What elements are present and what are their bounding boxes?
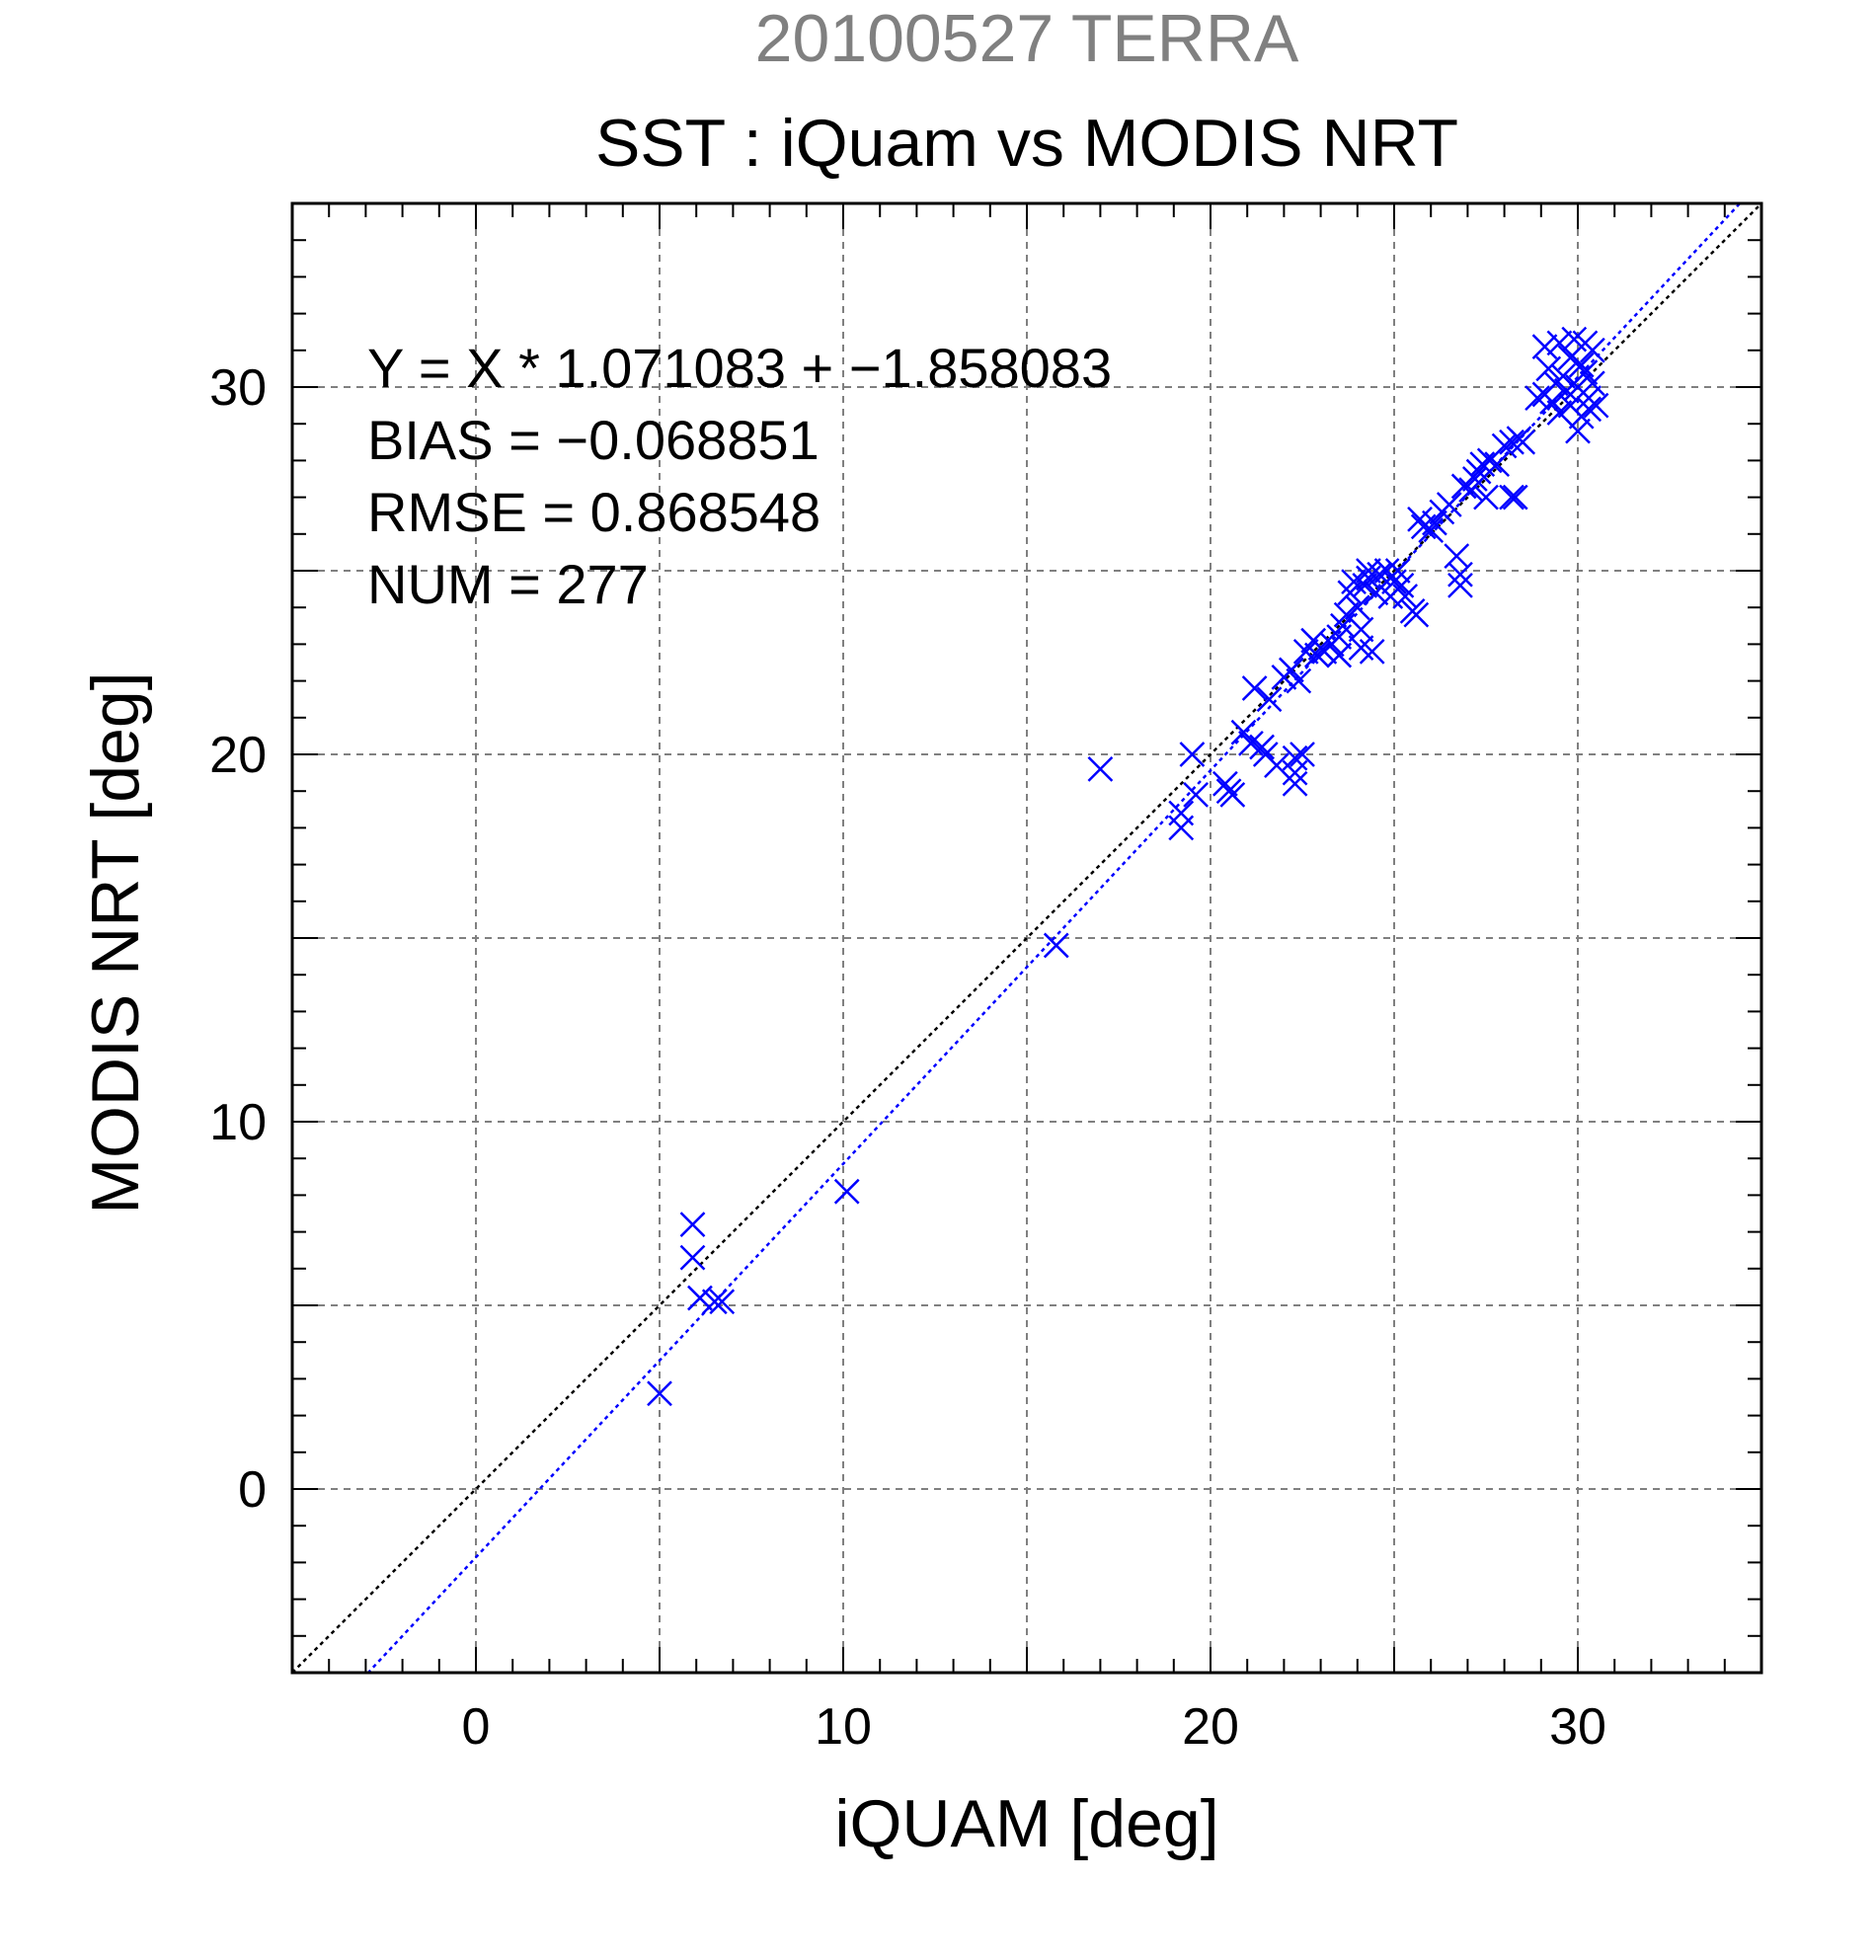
data-point (1241, 675, 1268, 701)
data-point (1303, 642, 1330, 668)
data-point (1219, 782, 1246, 808)
data-point (1510, 429, 1536, 455)
data-point (1473, 484, 1499, 510)
y-tick-label: 30 (209, 359, 267, 417)
data-point (1290, 742, 1315, 767)
data-point (1572, 359, 1599, 386)
data-point (1447, 561, 1473, 588)
data-point (1043, 932, 1069, 959)
x-tick-label: 30 (1549, 1698, 1606, 1756)
data-point (1579, 337, 1605, 363)
data-point (1447, 572, 1473, 598)
data-point (1326, 642, 1353, 668)
y-tick-label: 0 (238, 1461, 267, 1519)
stats-annotation: NUM = 277 (367, 553, 649, 615)
data-point (679, 1244, 706, 1271)
data-point (647, 1380, 672, 1407)
data-point (1344, 594, 1370, 621)
y-tick-label: 10 (209, 1094, 267, 1151)
data-point (1183, 782, 1210, 808)
data-point (1256, 686, 1283, 713)
data-point (1359, 638, 1385, 665)
y-tick-label: 20 (209, 727, 267, 784)
data-point (1282, 770, 1308, 797)
data-point (1212, 770, 1238, 797)
data-point (1546, 330, 1573, 356)
data-point (1168, 815, 1195, 841)
data-point (1249, 734, 1275, 760)
data-point (1535, 355, 1562, 382)
data-point (1436, 492, 1462, 517)
data-point (1583, 392, 1609, 419)
stats-annotation: BIAS = −0.068851 (367, 409, 820, 471)
data-point (1539, 388, 1565, 415)
data-point (1179, 742, 1206, 767)
data-point (1230, 719, 1257, 745)
data-point (1565, 418, 1591, 444)
chart-subtitle: SST : iQuam vs MODIS NRT (595, 106, 1458, 181)
data-point (1418, 517, 1445, 543)
data-point (1524, 385, 1550, 412)
data-point (1384, 558, 1411, 584)
chart-title: 20100527 TERRA (755, 1, 1299, 76)
data-point (1499, 484, 1524, 510)
data-point (1282, 745, 1308, 771)
x-tick-label: 20 (1182, 1698, 1239, 1756)
data-point (709, 1289, 736, 1315)
data-point (1403, 601, 1430, 628)
stats-annotation: Y = X * 1.071083 + −1.858083 (367, 337, 1112, 399)
x-axis-label: iQUAM [deg] (834, 1786, 1218, 1861)
data-point (679, 1212, 706, 1238)
data-point (1278, 657, 1304, 683)
data-point (1282, 759, 1308, 786)
data-point (1576, 396, 1602, 423)
data-point (1461, 466, 1488, 492)
data-point (687, 1285, 713, 1311)
data-point (701, 1289, 728, 1315)
data-point (1531, 334, 1558, 359)
data-point (1422, 510, 1447, 536)
data-point (1484, 451, 1511, 478)
plot-area: 0 10 20 30 0 10 20 30 Y = X * 1.071083 + −1.8580… (209, 201, 1763, 1756)
data-point (1392, 584, 1419, 609)
x-tick-label: 10 (815, 1698, 872, 1756)
data-point (1168, 800, 1195, 826)
data-point (1444, 543, 1470, 570)
data-point (1568, 352, 1595, 378)
y-axis-label: MODIS NRT [deg] (78, 671, 153, 1214)
data-point (1550, 362, 1577, 389)
data-point (1087, 755, 1114, 782)
data-point (1579, 370, 1605, 397)
data-point (1286, 667, 1312, 694)
stats-annotation: RMSE = 0.868548 (367, 481, 821, 543)
plot-frame (290, 201, 1763, 1675)
data-point (1499, 429, 1524, 455)
data-point (1348, 616, 1374, 643)
data-point (1352, 572, 1378, 598)
data-point (833, 1178, 860, 1205)
data-point (1502, 484, 1528, 510)
x-tick-label: 0 (462, 1698, 491, 1756)
